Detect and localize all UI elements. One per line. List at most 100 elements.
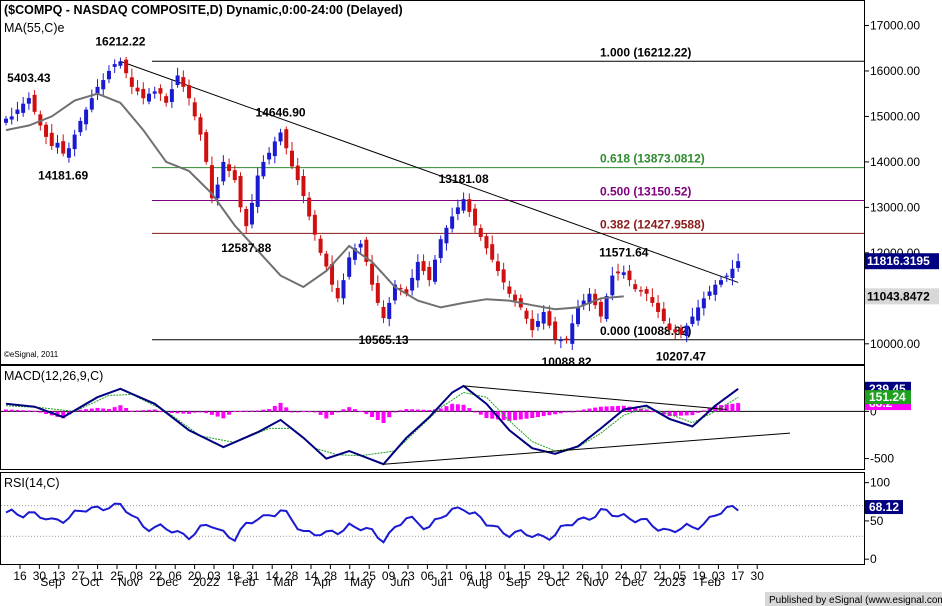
- candle-body: [604, 296, 609, 319]
- x-axis: 16 30 13 27 11 25 08 22 06 20 03 18 31 14 28 14 28 11 25 09…: [13, 565, 764, 589]
- macd-histogram-bar: [95, 407, 100, 412]
- macd-histogram-bar: [135, 410, 140, 412]
- macd-histogram-bar: [232, 411, 237, 413]
- x-day-label: 24: [615, 569, 629, 583]
- macd-histogram-bar: [89, 408, 94, 412]
- macd-histogram-bar: [152, 409, 157, 412]
- candle-body: [673, 329, 678, 333]
- macd-upper-trendline: [463, 385, 727, 411]
- candle-body: [513, 294, 518, 301]
- candle-body: [736, 261, 741, 268]
- macd-histogram-bar: [518, 411, 523, 420]
- price-annotation: 14181.69: [38, 169, 88, 183]
- macd-histogram-bar: [118, 405, 123, 412]
- candle-body: [324, 253, 329, 267]
- macd-histogram-bar: [541, 411, 546, 417]
- x-day-label: 26: [576, 569, 590, 583]
- candle-body: [541, 311, 546, 324]
- candle-body: [295, 165, 300, 181]
- macd-histogram-bar: [427, 409, 432, 412]
- candle-body: [507, 286, 512, 294]
- candle-body: [444, 227, 449, 244]
- candle-body: [490, 244, 495, 260]
- candle-body: [272, 141, 277, 157]
- x-day-label: 07: [634, 569, 648, 583]
- macd-histogram-bar: [84, 409, 89, 412]
- macd-histogram-bar: [312, 411, 317, 413]
- last-price-label: 11816.3195: [867, 254, 930, 268]
- x-day-label: 14: [304, 569, 318, 583]
- candle-body: [707, 291, 712, 296]
- x-month-label: Jul: [431, 575, 446, 589]
- candle-body: [593, 293, 598, 306]
- price-annotations: 16212.22 5403.43 14181.69 14646.90 12587.88 1…: [7, 34, 706, 368]
- x-day-label: 22: [149, 569, 163, 583]
- candle-body: [44, 124, 49, 137]
- candle-body: [152, 91, 157, 94]
- price-annotation: 12587.88: [221, 241, 271, 255]
- macd-histogram-bar: [473, 411, 478, 413]
- candle-body: [570, 323, 575, 344]
- footer-bar: [765, 592, 942, 606]
- macd-histogram-bar: [490, 411, 495, 419]
- rsi-y-tick-label: 0: [870, 552, 877, 566]
- candle-body: [55, 142, 60, 148]
- last-signal-tag: [865, 390, 911, 405]
- candle-body: [106, 70, 111, 80]
- rsi-y-tick-label: 50: [870, 514, 884, 528]
- x-day-label: 21: [440, 569, 454, 583]
- x-month-label: Oct: [81, 575, 100, 589]
- candle-body: [204, 132, 209, 162]
- macd-histogram-bar: [204, 411, 209, 414]
- x-day-label: 21: [654, 569, 668, 583]
- candle-body: [621, 272, 626, 275]
- candle-body: [95, 86, 100, 95]
- rsi-y-tick-label: 100: [870, 476, 890, 490]
- candle-body: [158, 88, 163, 94]
- candle-body: [129, 77, 134, 87]
- last-price-tag: [865, 253, 939, 270]
- macd-histogram-bar: [678, 411, 683, 416]
- macd-histogram-bar: [633, 407, 638, 412]
- macd-histogram-bar: [455, 404, 460, 412]
- price-y-tick-label: 16000.00: [870, 64, 920, 78]
- candle-body: [616, 271, 621, 274]
- macd-histogram-bar: [32, 410, 37, 412]
- macd-histogram-bar: [570, 411, 575, 413]
- candle-body: [455, 207, 460, 215]
- x-month-label: Nov: [584, 575, 605, 589]
- x-day-label: 25: [110, 569, 124, 583]
- candle-body: [181, 77, 186, 87]
- macd-histogram-bar: [249, 410, 254, 412]
- macd-histogram-bar: [415, 409, 420, 412]
- price-y-tick-label: 15000.00: [870, 109, 920, 123]
- macd-histogram-bar: [4, 409, 8, 412]
- macd-histogram-bar: [21, 410, 26, 412]
- candle-body: [352, 248, 357, 260]
- x-day-label: 28: [285, 569, 299, 583]
- candle-body: [66, 148, 71, 158]
- macd-histogram-bar: [673, 411, 678, 416]
- candle-body: [587, 293, 592, 304]
- last-rsi-label: 68.12: [869, 500, 899, 514]
- macd-histogram-bar: [301, 410, 306, 412]
- candle-body: [627, 270, 632, 281]
- candle-body: [610, 275, 615, 296]
- macd-histogram-bar: [215, 411, 220, 417]
- macd-histogram-bar: [696, 411, 701, 413]
- candle-body: [450, 216, 455, 229]
- macd-histogram-bar: [616, 405, 621, 412]
- fib-label: 1.000 (16212.22): [600, 45, 691, 59]
- x-month-label: Sep: [40, 575, 62, 589]
- x-day-label: 05: [673, 569, 687, 583]
- macd-histogram-bar: [724, 404, 729, 412]
- macd-histogram-bar: [141, 410, 146, 412]
- x-day-label: 03: [207, 569, 221, 583]
- macd-histogram-bar: [410, 409, 415, 412]
- price-y-tick-label: 17000.00: [870, 18, 920, 32]
- candle-body: [598, 301, 603, 317]
- price-annotation: 13181.08: [439, 172, 489, 186]
- candle-body: [244, 209, 249, 227]
- candle-body: [335, 287, 340, 299]
- last-ma-tag: [865, 288, 939, 305]
